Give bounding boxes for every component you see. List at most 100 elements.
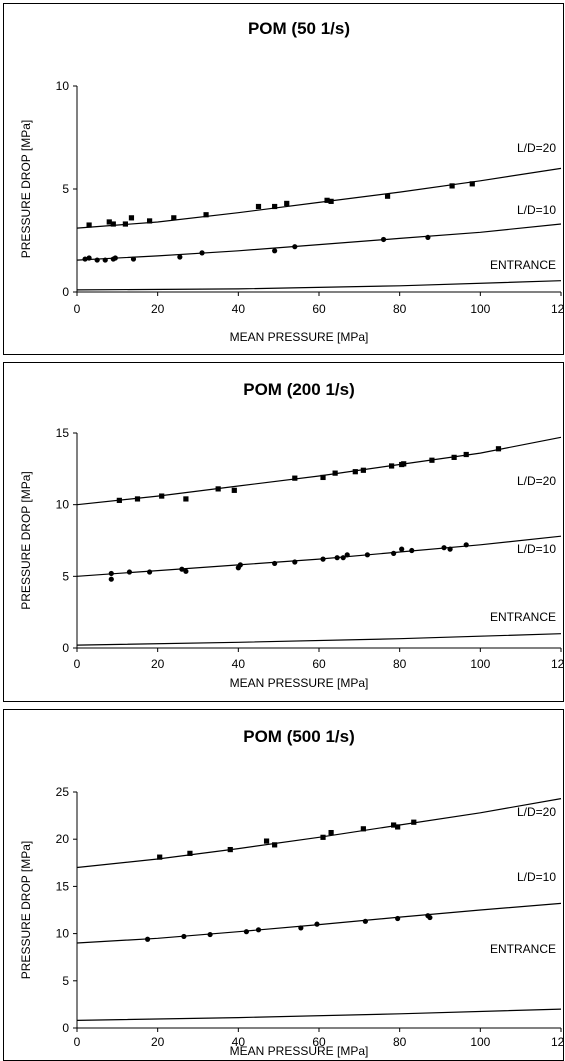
chart-500-point-l-d-20 — [263, 838, 270, 844]
chart-500-point-l-d-10 — [362, 918, 368, 924]
chart-500-x-tick-label: 20 — [151, 1035, 165, 1049]
chart-200-point-l-d-10 — [399, 546, 405, 552]
chart-200-point-l-d-20 — [429, 457, 435, 463]
chart-200-point-l-d-20 — [401, 461, 407, 467]
chart-500-point-l-d-20 — [391, 822, 397, 828]
chart-200-point-l-d-10 — [391, 550, 397, 556]
chart-200-y-tick-label: 10 — [56, 498, 70, 512]
chart-50-x-tick-label: 60 — [312, 302, 326, 316]
chart-200-x-tick-label: 80 — [393, 657, 407, 671]
chart-50-point-l-d-20 — [203, 212, 209, 218]
chart-500-point-l-d-20 — [187, 850, 193, 856]
chart-200-x-tick-label: 20 — [151, 657, 165, 671]
chart-200-series-label-entrance: ENTRANCE — [490, 610, 556, 624]
chart-200-point-l-d-10 — [409, 547, 415, 554]
chart-200-y-tick-label: 15 — [56, 426, 70, 440]
chart-200-point-l-d-20 — [215, 486, 221, 492]
chart-500-svg: POM (500 1/s) 0 5 10 15 20 25 0 20 40 60 80 100 120 ME… — [19, 727, 563, 1058]
chart-200-point-l-d-10 — [126, 569, 133, 575]
chart-50-x-tick-label: 120 — [551, 302, 563, 316]
chart-200-point-l-d-20 — [352, 469, 358, 475]
chart-500-point-l-d-20 — [227, 846, 233, 853]
chart-200-curve-entrance — [76, 633, 562, 646]
chart-500-series-label-l-d-20: L/D=20 — [517, 805, 556, 819]
chart-500-curve-l-d-20 — [76, 798, 562, 869]
chart-200-y-tick-label: 5 — [62, 569, 69, 583]
chart-200-point-l-d-20 — [360, 467, 366, 473]
chart-200-point-l-d-20 — [183, 496, 189, 502]
chart-50-curve-l-d-10 — [76, 223, 562, 261]
chart-50-point-l-d-10 — [380, 236, 387, 243]
chart-50-point-l-d-20 — [449, 183, 455, 189]
chart-50-point-l-d-20 — [122, 221, 128, 227]
chart-500-x-tick-label: 100 — [470, 1035, 490, 1049]
chart-200-x-tick-label: 100 — [470, 657, 490, 671]
chart-panel-200: POM (200 1/s) 0 5 10 15 0 20 40 60 80 100 120 MEAN P… — [3, 362, 564, 702]
chart-200-point-l-d-20 — [320, 474, 326, 481]
chart-500-point-l-d-10 — [243, 929, 249, 935]
chart-50-point-l-d-20 — [86, 222, 92, 228]
chart-500-series-label-entrance: ENTRANCE — [490, 942, 556, 956]
chart-200-point-l-d-10 — [447, 546, 453, 552]
chart-500-x-tick-label: 120 — [551, 1035, 563, 1049]
chart-200-curve-l-d-20 — [76, 436, 562, 506]
chart-500-y-tick-label: 0 — [62, 1021, 69, 1035]
chart-200-point-l-d-20 — [159, 493, 165, 499]
chart-500-y-tick-label: 10 — [56, 927, 70, 941]
chart-50-point-l-d-10 — [94, 257, 100, 263]
chart-50-curve-entrance — [76, 280, 562, 291]
chart-500-point-l-d-10 — [255, 927, 262, 933]
chart-200-point-l-d-10 — [108, 576, 114, 582]
chart-50-x-tick-label: 80 — [393, 302, 407, 316]
chart-500-x-tick-label: 40 — [232, 1035, 246, 1049]
chart-200-point-l-d-20 — [463, 451, 469, 458]
chart-50-point-l-d-10 — [112, 255, 118, 261]
chart-200-curve-l-d-10 — [76, 535, 562, 577]
chart-50-y-axis-label: PRESSURE DROP [MPa] — [19, 120, 33, 258]
chart-50-x-axis-label: MEAN PRESSURE [MPa] — [230, 330, 369, 344]
chart-200-series-label-l-d-20: L/D=20 — [517, 474, 556, 488]
chart-50-series-label-entrance: ENTRANCE — [490, 258, 556, 272]
chart-50-point-l-d-20 — [110, 221, 116, 227]
chart-200-point-l-d-10 — [441, 545, 447, 551]
chart-200-x-axis-label: MEAN PRESSURE [MPa] — [230, 676, 369, 690]
chart-200-point-l-d-20 — [451, 454, 457, 460]
chart-50-point-l-d-20 — [328, 198, 334, 204]
chart-500-x-tick-label: 60 — [312, 1035, 326, 1049]
chart-50-x-tick-label: 40 — [232, 302, 246, 316]
chart-50-point-l-d-20 — [384, 193, 391, 199]
chart-500-point-l-d-20 — [395, 824, 401, 830]
chart-50-point-l-d-10 — [199, 250, 205, 256]
chart-50-point-l-d-20 — [324, 197, 330, 203]
chart-50-point-l-d-10 — [272, 248, 278, 254]
chart-50-point-l-d-20 — [128, 215, 135, 221]
chart-200-x-tick-label: 60 — [312, 657, 326, 671]
chart-500-point-l-d-10 — [144, 936, 151, 942]
chart-500-point-l-d-10 — [314, 921, 320, 927]
chart-500-y-tick-label: 15 — [56, 879, 70, 893]
chart-500-point-l-d-10 — [427, 914, 433, 921]
chart-500-point-l-d-20 — [411, 819, 417, 825]
chart-200-point-l-d-10 — [320, 556, 326, 562]
chart-200-point-l-d-10 — [183, 568, 189, 574]
chart-500-series-label-l-d-10: L/D=10 — [517, 870, 556, 884]
chart-50-title: POM (50 1/s) — [248, 19, 350, 38]
chart-200-x-tick-label: 40 — [232, 657, 246, 671]
chart-500-point-l-d-20 — [157, 854, 163, 860]
chart-200-point-l-d-10 — [179, 566, 185, 572]
chart-500-y-tick-label: 5 — [62, 974, 69, 988]
chart-500-point-l-d-10 — [395, 915, 401, 922]
chart-200-series-label-l-d-10: L/D=10 — [517, 542, 556, 556]
chart-50-point-l-d-10 — [86, 255, 92, 261]
chart-200-point-l-d-10 — [340, 555, 346, 561]
chart-200-point-l-d-20 — [116, 497, 122, 503]
chart-50-point-l-d-10 — [292, 244, 298, 250]
chart-200-point-l-d-20 — [231, 487, 237, 493]
chart-200-point-l-d-10 — [364, 552, 370, 558]
chart-50-series-label-l-d-10: L/D=10 — [517, 203, 556, 217]
chart-500-point-l-d-20 — [320, 834, 326, 840]
chart-50-x-tick-label: 100 — [470, 302, 490, 316]
chart-200-x-tick-label: 120 — [551, 657, 563, 671]
chart-200-y-axis-label: PRESSURE DROP [MPa] — [19, 471, 33, 609]
chart-50-point-l-d-20 — [255, 203, 262, 210]
